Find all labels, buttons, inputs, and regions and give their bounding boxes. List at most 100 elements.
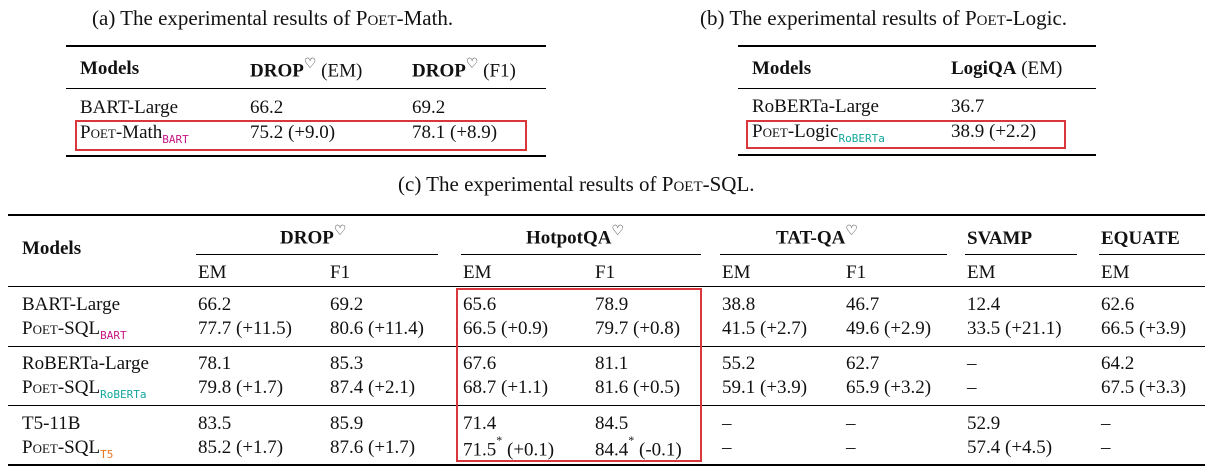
cell: 83.5 bbox=[198, 413, 232, 434]
table-b-logiqa-label: LogiQA bbox=[951, 58, 1017, 79]
poet-label: Poet bbox=[22, 318, 58, 339]
group-label: DROP bbox=[280, 227, 334, 249]
cell: 79.8 (+1.7) bbox=[198, 377, 284, 398]
heart-icon: ♡ bbox=[845, 224, 858, 239]
cmidrule bbox=[196, 254, 438, 255]
cell: 85.3 bbox=[330, 353, 364, 374]
cell: 12.4 bbox=[967, 294, 1001, 315]
cell: 71.4 bbox=[463, 413, 497, 434]
table-a-bottom-rule bbox=[66, 155, 546, 157]
caption-c-suffix: -SQL. bbox=[702, 172, 755, 196]
table-a-mid-rule bbox=[66, 88, 546, 89]
cell: 49.6 (+2.9) bbox=[846, 318, 932, 339]
heart-icon: ♡ bbox=[611, 224, 625, 239]
table-c-group-svamp: SVAMP bbox=[967, 228, 1033, 249]
table-c-group-tatqa: TAT-QA♡ bbox=[776, 224, 858, 249]
cell: 62.6 bbox=[1101, 294, 1135, 315]
subheader-em: EM bbox=[198, 262, 227, 283]
heart-icon: ♡ bbox=[465, 57, 479, 72]
cell: 66.2 bbox=[198, 294, 232, 315]
table-c-mid-rule bbox=[8, 286, 1205, 287]
cell: 65.9 (+3.2) bbox=[846, 377, 932, 398]
model-subscript: RoBERTa bbox=[838, 132, 885, 145]
cell: 79.7 (+0.8) bbox=[595, 318, 681, 339]
model-subscript: T5 bbox=[100, 448, 114, 461]
highlight-box bbox=[75, 120, 527, 151]
cell: – bbox=[1101, 413, 1111, 434]
cell: 80.6 (+11.4) bbox=[330, 318, 424, 339]
subheader-f1: F1 bbox=[330, 262, 351, 283]
subheader-em: EM bbox=[722, 262, 751, 283]
cell: 78.1 bbox=[198, 353, 232, 374]
table-a-row-em: 66.2 bbox=[250, 97, 284, 118]
caption-b-suffix: -Logic. bbox=[1005, 6, 1068, 30]
table-b-mid-rule bbox=[738, 88, 1096, 89]
table-b-em-label: (EM) bbox=[1016, 58, 1063, 79]
table-a-f1-label: (F1) bbox=[478, 60, 516, 82]
table-a-header-models: Models bbox=[80, 58, 140, 79]
table-a-row-model: BART-Large bbox=[80, 97, 179, 118]
cell: 78.9 bbox=[595, 294, 629, 315]
table-c-group-equate: EQUATE bbox=[1101, 228, 1180, 249]
cell: 33.5 (+21.1) bbox=[967, 318, 1062, 339]
cell: 84.4* (-0.1) bbox=[595, 433, 682, 461]
caption-b-poet: Poet bbox=[964, 6, 1006, 30]
poet-label: Poet bbox=[752, 121, 788, 142]
table-b-row-model: RoBERTa-Large bbox=[752, 96, 879, 117]
subheader-em: EM bbox=[463, 262, 492, 283]
cell: 41.5 (+2.7) bbox=[722, 318, 808, 339]
heart-icon: ♡ bbox=[333, 224, 347, 239]
cell: 67.5 (+3.3) bbox=[1101, 377, 1187, 398]
subheader-em: EM bbox=[967, 262, 996, 283]
cell: 87.6 (+1.7) bbox=[330, 437, 416, 458]
asterisk: * bbox=[496, 433, 503, 447]
cell: 57.4 (+4.5) bbox=[967, 437, 1053, 458]
cell: 68.7 (+1.1) bbox=[463, 377, 549, 398]
model-poet: Poet-SQLRoBERTa bbox=[22, 377, 147, 401]
highlight-box bbox=[746, 120, 1066, 149]
model-name: -Logic bbox=[787, 121, 839, 142]
model-subscript: RoBERTa bbox=[100, 388, 147, 401]
model-poet: Poet-SQLT5 bbox=[22, 437, 114, 461]
cell: 52.9 bbox=[967, 413, 1001, 434]
cell: 71.5* (+0.1) bbox=[463, 433, 555, 461]
table-a-row-em: 75.2 (+9.0) bbox=[250, 122, 336, 143]
subheader-f1: F1 bbox=[595, 262, 616, 283]
cell: – bbox=[967, 377, 977, 398]
cell: – bbox=[846, 413, 856, 434]
cell-delta: (+0.1) bbox=[502, 439, 555, 461]
table-a-row-model: Poet-MathBART bbox=[80, 122, 189, 146]
cell: 64.2 bbox=[1101, 353, 1135, 374]
poet-label: Poet bbox=[22, 377, 58, 398]
model-poet: Poet-SQLBART bbox=[22, 318, 127, 342]
cell: 67.6 bbox=[463, 353, 497, 374]
cell: 55.2 bbox=[722, 353, 756, 374]
table-b-top-rule bbox=[738, 45, 1096, 47]
table-b-bottom-rule bbox=[738, 154, 1096, 156]
model-name: -SQL bbox=[57, 318, 101, 339]
cell: 46.7 bbox=[846, 294, 880, 315]
caption-a-prefix: (a) The experimental results of bbox=[92, 6, 356, 30]
cmidrule bbox=[461, 254, 701, 255]
cell: 38.8 bbox=[722, 294, 756, 315]
table-b-header-models: Models bbox=[752, 58, 812, 79]
poet-label: Poet bbox=[80, 122, 116, 143]
cell: – bbox=[967, 353, 977, 374]
model-name: -SQL bbox=[57, 377, 101, 398]
model-name: -Math bbox=[115, 122, 163, 143]
subheader-em: EM bbox=[1101, 262, 1130, 283]
cell: 87.4 (+2.1) bbox=[330, 377, 416, 398]
group-label: HotpotQA bbox=[526, 227, 612, 249]
cell: 66.5 (+3.9) bbox=[1101, 318, 1187, 339]
table-b-row-em: 36.7 bbox=[951, 96, 985, 117]
highlight-box bbox=[456, 288, 702, 462]
table-a-drop-label: DROP bbox=[412, 60, 466, 82]
cmidrule bbox=[965, 254, 1077, 255]
cell: 81.1 bbox=[595, 353, 629, 374]
caption-a-poet: Poet bbox=[355, 6, 397, 30]
poet-label: Poet bbox=[22, 437, 58, 458]
caption-b: (b) The experimental results of Poet-Log… bbox=[700, 6, 1067, 31]
cell-value: 84.4 bbox=[595, 439, 629, 461]
caption-a: (a) The experimental results of Poet-Mat… bbox=[92, 6, 453, 31]
model-name: -SQL bbox=[57, 437, 101, 458]
